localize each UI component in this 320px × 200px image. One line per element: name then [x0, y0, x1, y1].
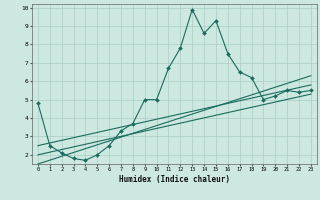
X-axis label: Humidex (Indice chaleur): Humidex (Indice chaleur): [119, 175, 230, 184]
